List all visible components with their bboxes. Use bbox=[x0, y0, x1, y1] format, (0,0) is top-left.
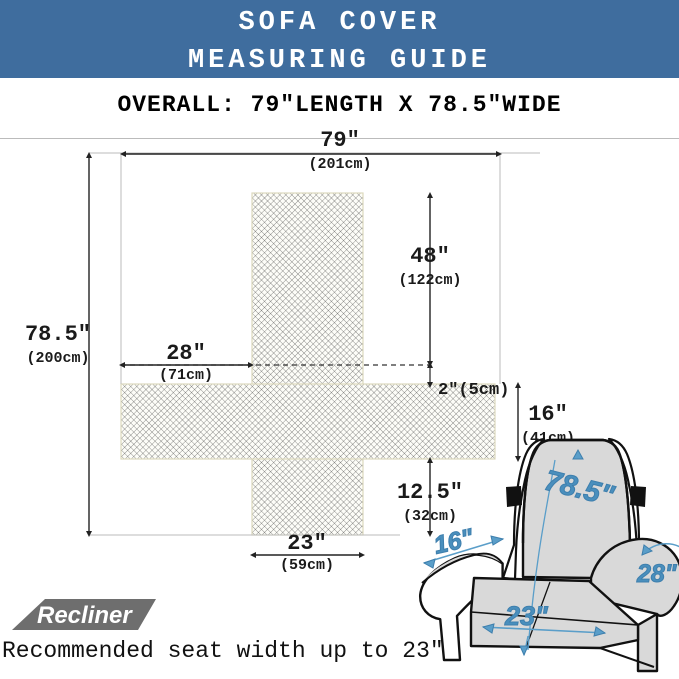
svg-text:2"(5cm): 2"(5cm) bbox=[438, 381, 509, 400]
svg-text:16": 16" bbox=[528, 402, 568, 427]
svg-text:28": 28" bbox=[166, 341, 206, 366]
svg-text:28": 28" bbox=[636, 560, 678, 588]
svg-text:(71cm): (71cm) bbox=[159, 367, 213, 384]
svg-text:78.5": 78.5" bbox=[25, 322, 91, 347]
svg-text:12.5": 12.5" bbox=[397, 480, 463, 505]
svg-text:48": 48" bbox=[410, 244, 450, 269]
svg-text:23": 23" bbox=[287, 531, 327, 556]
svg-text:79": 79" bbox=[320, 128, 360, 153]
svg-text:Recliner: Recliner bbox=[37, 602, 133, 629]
svg-text:(201cm): (201cm) bbox=[308, 156, 371, 173]
svg-text:(122cm): (122cm) bbox=[398, 272, 461, 289]
svg-text:(59cm): (59cm) bbox=[280, 557, 334, 574]
svg-text:(200cm): (200cm) bbox=[26, 350, 89, 367]
svg-text:23": 23" bbox=[504, 601, 549, 631]
svg-text:(32cm): (32cm) bbox=[403, 508, 457, 525]
